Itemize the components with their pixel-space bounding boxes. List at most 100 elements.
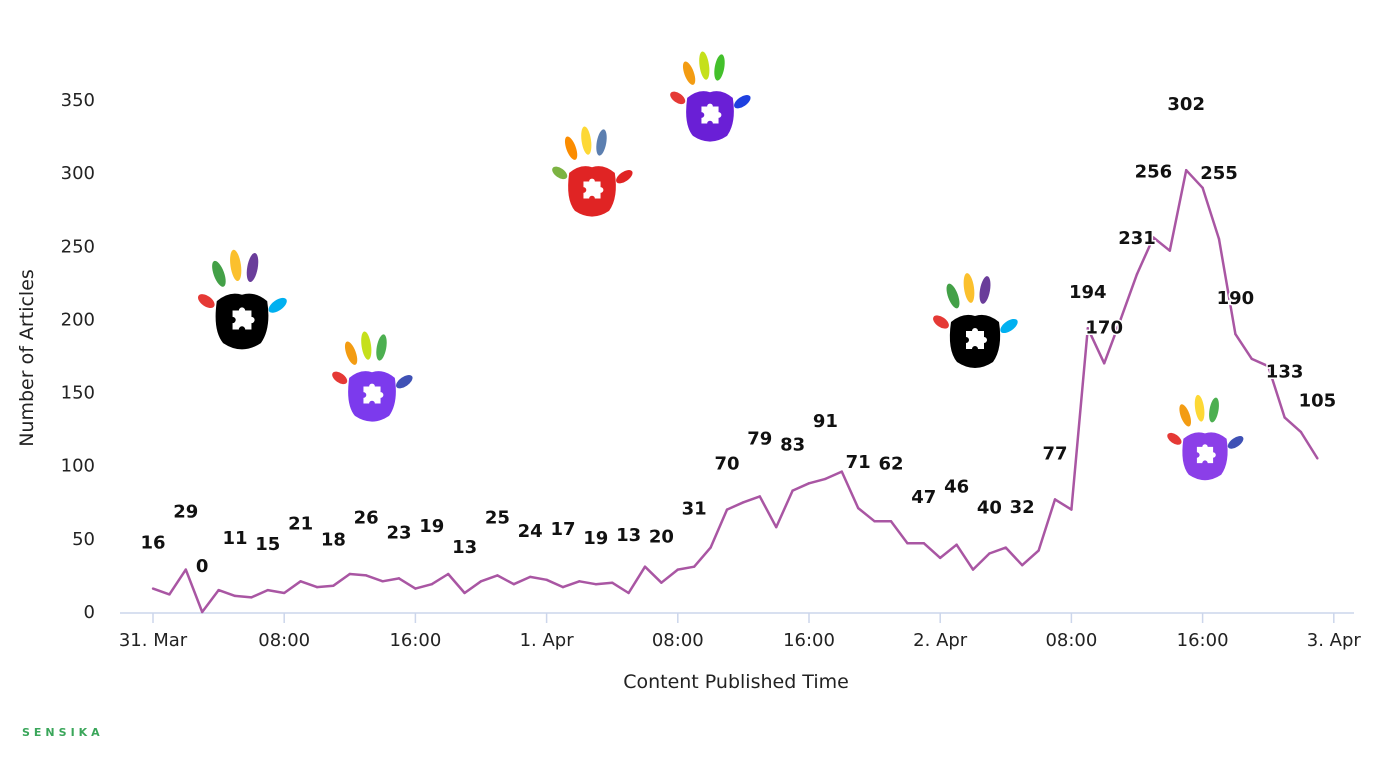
data-label: 46 [944,477,969,498]
data-point [201,610,204,614]
data-label: 31 [682,499,707,520]
data-point [1217,237,1221,241]
data-label: 11 [222,528,247,549]
data-labels: 16 29 0 11 15 21 18 26 23 19 13 25 24 17 19 13 20 31 70 79 8… [139,93,1338,579]
data-point [332,584,335,587]
data-point [693,565,696,568]
handprint-black-2-icon [933,273,1018,368]
y-tick-label: 300 [61,163,95,184]
data-point [397,577,401,580]
data-point [1119,318,1122,321]
data-label: 302 [1167,94,1205,115]
data-point [463,591,466,595]
data-point [1004,546,1007,549]
data-label: 70 [714,454,739,475]
data-point [709,546,712,549]
data-point [578,580,581,583]
data-point [381,580,384,583]
data-point [611,581,614,584]
data-label: 17 [550,519,575,540]
puzzle-piece-icon [363,383,384,404]
data-point [676,568,679,571]
data-point [348,572,351,576]
data-label: 62 [878,453,903,474]
x-axis-title: Content Published Time [623,671,849,693]
handprint-finger [670,91,686,105]
y-axis-title: Number of Articles [16,269,38,447]
puzzle-piece-icon [966,328,987,349]
data-point [168,593,171,596]
data-point [283,591,286,595]
handprint-finger [230,249,242,282]
data-point [299,580,302,583]
handprint-finger [376,334,387,361]
handprint-finger [581,126,592,155]
handprint-finger [361,331,372,360]
data-point [643,565,647,568]
y-tick-label: 0 [84,602,95,623]
data-point [529,575,532,579]
handprint-violet-icon [670,51,751,142]
data-point [561,585,565,589]
data-point [627,591,630,595]
handprint-finger [946,283,960,309]
data-point [906,542,909,545]
data-label: 20 [649,527,674,548]
y-tick-label: 250 [61,236,95,257]
data-label: 15 [255,534,280,555]
data-point [1135,272,1139,276]
data-point [1299,430,1303,434]
x-tick-label: 08:00 [652,630,704,651]
series-line [152,168,1319,614]
data-point [184,568,187,571]
puzzle-piece-icon [232,307,255,330]
puzzle-piece-icon [1196,444,1216,464]
x-tick-label: 1. Apr [520,630,575,651]
x-tick-label: 16:00 [783,630,835,651]
data-label: 29 [173,502,198,523]
data-label: 79 [747,428,772,449]
handprint-finger [699,51,710,80]
data-label: 13 [452,537,477,558]
x-tick-label: 16:00 [1177,630,1229,651]
data-label: 26 [354,507,379,528]
handprint-finger [1227,436,1244,449]
data-point [725,508,729,511]
data-label: 170 [1085,317,1123,338]
data-label: 0 [196,556,209,577]
data-label: 23 [386,522,411,543]
data-point [1021,563,1024,567]
handprint-finger [963,273,975,303]
handprint-finger [1167,432,1182,445]
data-label: 83 [780,435,805,456]
data-point [266,588,269,592]
data-point [889,520,893,523]
data-label: 18 [321,530,346,551]
handprint-finger [1179,404,1192,427]
data-point [233,594,237,598]
data-point [1316,457,1319,460]
data-label: 32 [1010,497,1035,518]
y-tick-label: 100 [61,456,95,477]
handprint-finger [933,315,949,329]
data-point [922,542,925,545]
data-point [824,477,827,481]
handprint-decorations [197,51,1244,481]
sensika-logo: SENSIKA [22,726,104,739]
handprint-finger [396,375,413,389]
handprint-purple-2-icon [1167,394,1244,481]
handprint-finger [344,341,358,365]
data-label: 255 [1200,163,1238,184]
data-label: 25 [485,507,510,528]
data-point [414,587,417,590]
x-tick-label: 16:00 [389,630,441,651]
data-point [873,520,876,523]
puzzle-piece-icon [583,178,604,199]
data-point [1168,249,1172,252]
series-articles [151,168,1319,614]
data-label: 77 [1042,443,1067,464]
data-point [1250,357,1254,361]
x-tick-label: 08:00 [1045,630,1097,651]
handprint-finger [197,294,215,309]
data-point [1070,508,1073,511]
